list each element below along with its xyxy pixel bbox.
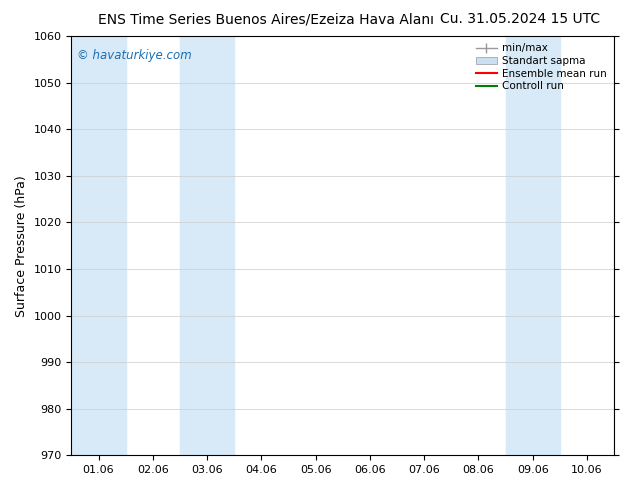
Legend: min/max, Standart sapma, Ensemble mean run, Controll run: min/max, Standart sapma, Ensemble mean r… — [474, 41, 609, 93]
Y-axis label: Surface Pressure (hPa): Surface Pressure (hPa) — [15, 175, 28, 317]
Text: © havaturkiye.com: © havaturkiye.com — [77, 49, 191, 62]
Text: ENS Time Series Buenos Aires/Ezeiza Hava Alanı: ENS Time Series Buenos Aires/Ezeiza Hava… — [98, 12, 434, 26]
Bar — [505, 36, 533, 455]
Text: Cu. 31.05.2024 15 UTC: Cu. 31.05.2024 15 UTC — [440, 12, 600, 26]
Bar — [614, 36, 634, 455]
Bar — [72, 36, 126, 455]
Bar — [533, 36, 560, 455]
Bar — [180, 36, 234, 455]
